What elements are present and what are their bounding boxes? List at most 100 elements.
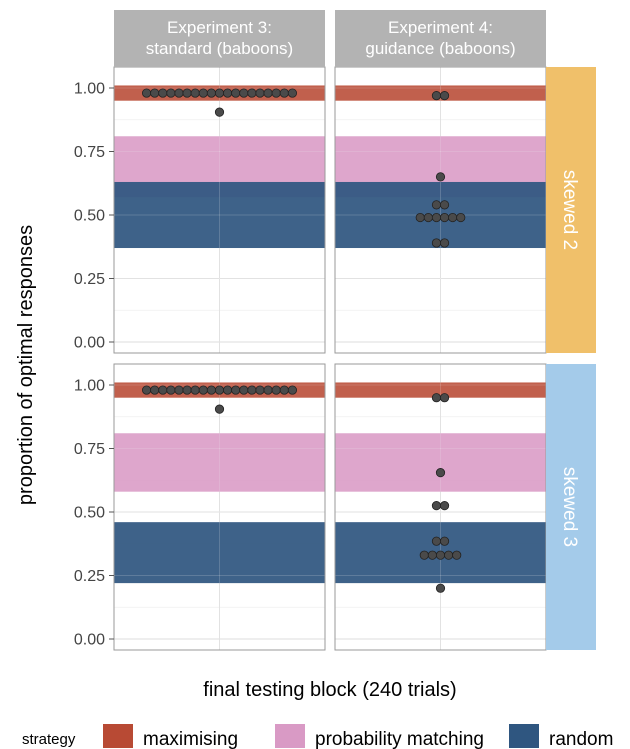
- data-point: [419, 550, 429, 560]
- band-random: [114, 181, 325, 249]
- data-point: [214, 107, 225, 117]
- legend-title: strategy: [22, 731, 76, 748]
- data-point: [456, 212, 466, 223]
- legend-entry-random: random: [509, 724, 613, 749]
- data-point: [174, 88, 184, 98]
- data-point: [443, 550, 454, 560]
- data-point: [206, 385, 216, 395]
- column-strip-label-line: Experiment 4:: [388, 18, 493, 37]
- y-tick-label: 0.00: [74, 632, 105, 649]
- data-point: [263, 88, 273, 98]
- legend-label: maximising: [143, 729, 238, 749]
- data-point: [439, 501, 450, 511]
- row-strip-1: skewed 2: [546, 67, 596, 353]
- x-axis-title: final testing block (240 trials): [203, 679, 456, 701]
- data-point: [431, 238, 442, 248]
- data-point: [431, 200, 442, 210]
- panel-r0-c1: [334, 66, 547, 354]
- data-point: [198, 385, 208, 395]
- data-point: [255, 385, 265, 395]
- data-point: [231, 88, 241, 98]
- data-point: [427, 550, 437, 560]
- y-axis-title: proportion of optimal responses: [15, 225, 37, 505]
- data-point: [435, 583, 446, 593]
- legend-label: random: [549, 729, 613, 749]
- data-point: [158, 88, 168, 98]
- column-strip-label-line: guidance (baboons): [365, 39, 515, 58]
- data-point: [214, 385, 225, 395]
- row-strip-label: skewed 2: [559, 170, 580, 250]
- legend-entry-probability-matching: probability matching: [275, 724, 484, 749]
- y-tick-label: 0.75: [74, 144, 105, 161]
- facet-strips: Experiment 3:standard (baboons)Experimen…: [114, 10, 596, 650]
- data-point: [439, 238, 450, 248]
- data-point: [279, 385, 289, 395]
- panel-r0-c0: [113, 66, 326, 354]
- row-strip-label: skewed 3: [559, 467, 580, 547]
- legend-swatch: [275, 724, 305, 748]
- data-point: [142, 88, 152, 98]
- band-maximising: [335, 382, 546, 398]
- legend-swatch: [103, 724, 133, 748]
- data-point: [182, 88, 192, 98]
- column-strip-background: [114, 10, 325, 67]
- column-strip-1: Experiment 3: standard (baboons): [114, 10, 325, 67]
- data-point: [214, 88, 225, 98]
- data-point: [448, 212, 458, 223]
- data-point: [439, 536, 450, 546]
- data-point: [223, 88, 233, 98]
- data-point: [255, 88, 265, 98]
- row-strip-2: skewed 3: [546, 364, 596, 650]
- band-maximising: [335, 85, 546, 101]
- data-point: [190, 385, 200, 395]
- data-point: [439, 212, 450, 223]
- data-point: [158, 385, 168, 395]
- y-tick-label: 0.00: [74, 335, 105, 352]
- data-point: [415, 212, 425, 223]
- data-point: [435, 468, 446, 478]
- y-tick-label: 0.25: [74, 271, 105, 288]
- panel-r1-c1: [334, 363, 547, 651]
- axes-layer: 0.00 0.25 0.50 0.75 1.00 0.00 0.25 0.50 0.75 1.00: [74, 81, 114, 649]
- data-point: [431, 212, 442, 223]
- data-point: [439, 200, 450, 210]
- data-point: [287, 88, 297, 98]
- data-point: [287, 385, 297, 395]
- data-point: [206, 88, 216, 98]
- y-tick-label: 1.00: [74, 81, 105, 98]
- data-point: [150, 88, 160, 98]
- legend-entry-maximising: maximising: [103, 724, 238, 749]
- y-tick-label: 0.50: [74, 505, 105, 522]
- column-strip-2: Experiment 4: guidance (baboons): [335, 10, 546, 67]
- data-point: [423, 212, 433, 223]
- data-point: [439, 91, 450, 101]
- data-point: [435, 550, 446, 560]
- data-point: [190, 88, 200, 98]
- data-point: [198, 88, 208, 98]
- data-point: [142, 385, 152, 395]
- data-point: [279, 88, 289, 98]
- data-point: [439, 393, 450, 403]
- band-random: [335, 181, 546, 249]
- band-probability-matching: [335, 433, 546, 492]
- column-strip-label-line: Experiment 3:: [167, 18, 272, 37]
- panel-border: [113, 363, 326, 651]
- panel-r1-c0: [113, 363, 326, 651]
- data-point: [431, 501, 442, 511]
- data-point: [452, 550, 462, 560]
- row-strip-background: [546, 364, 596, 650]
- band-random: [114, 522, 325, 584]
- data-point: [166, 88, 176, 98]
- data-point: [435, 172, 446, 182]
- row-strip-background: [546, 67, 596, 353]
- data-point: [431, 536, 442, 546]
- y-tick-label: 0.25: [74, 568, 105, 585]
- data-point: [263, 385, 273, 395]
- data-point: [231, 385, 241, 395]
- panels-layer: [113, 66, 547, 651]
- band-probability-matching: [114, 433, 325, 492]
- data-point: [150, 385, 160, 395]
- data-point: [431, 91, 442, 101]
- y-tick-label: 1.00: [74, 378, 105, 395]
